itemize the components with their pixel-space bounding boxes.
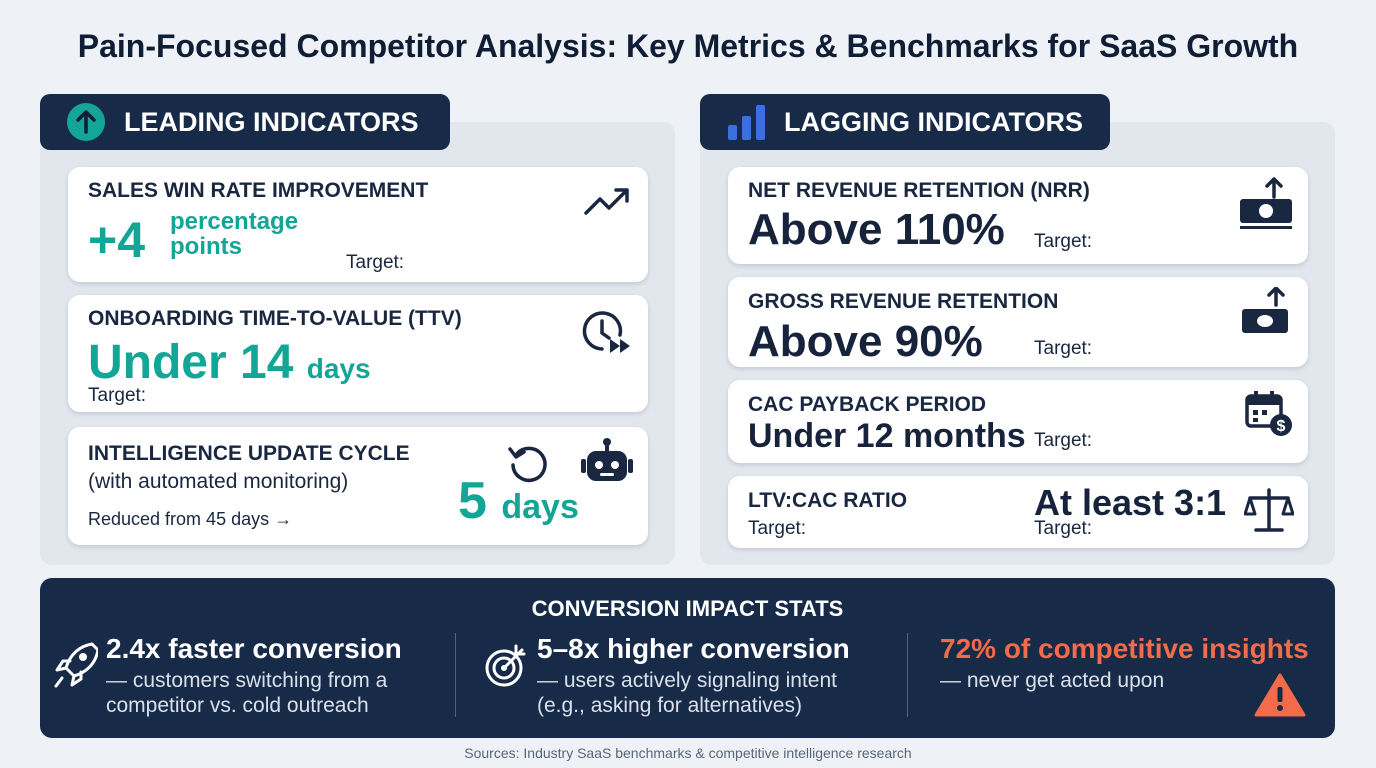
- rocket-icon: [54, 642, 98, 688]
- metric-value: Above 110%: [748, 205, 1005, 254]
- leading-header-text: LEADING INDICATORS: [124, 107, 419, 137]
- metric-card: NET REVENUE RETENTION (NRR) Above 110% T…: [728, 167, 1308, 264]
- metric-card: INTELLIGENCE UPDATE CYCLE (with automate…: [68, 427, 648, 545]
- refresh-icon: [508, 446, 547, 483]
- metric-label: CAC PAYBACK PERIOD: [748, 393, 987, 416]
- metric-unit: days: [501, 488, 579, 526]
- metric-label: NET REVENUE RETENTION (NRR): [748, 179, 1090, 202]
- cash-icon: [1242, 287, 1288, 333]
- svg-text:$: $: [1277, 418, 1286, 435]
- metric-value: Above 90%: [748, 317, 983, 366]
- sources: Sources: Industry SaaS benchmarks & comp…: [464, 745, 912, 761]
- calendar-icon: $: [1245, 391, 1292, 436]
- clock-icon: [582, 311, 630, 353]
- metric-card: ONBOARDING TIME-TO-VALUE (TTV) Under 14 …: [68, 295, 648, 412]
- target-label: Target:: [88, 385, 147, 406]
- metric-label: GROSS REVENUE RETENTION: [748, 290, 1059, 313]
- page-title: Pain-Focused Competitor Analysis: Key Me…: [77, 28, 1299, 64]
- money-up-icon: [1240, 177, 1292, 229]
- metric-label: ONBOARDING TIME-TO-VALUE (TTV): [88, 307, 462, 330]
- leading-header: LEADING INDICATORS: [40, 94, 450, 150]
- stat-detail: — customers switching from a competitor …: [106, 669, 388, 717]
- conversion-panel: CONVERSION IMPACT STATS 2.4x faster conv…: [40, 578, 1335, 738]
- target-icon: [485, 644, 526, 687]
- target-label: Target:: [1034, 231, 1093, 252]
- stat-headline: 2.4x faster conversion: [106, 633, 402, 664]
- metric-card: CAC PAYBACK PERIOD Under 12 months Targe…: [728, 380, 1308, 463]
- stat-detail: — users actively signaling intent (e.g.,…: [537, 669, 837, 717]
- target-label: Target:: [1034, 338, 1093, 359]
- robot-icon: [581, 438, 633, 481]
- warning-icon: [1254, 673, 1306, 717]
- target-label: Target:: [346, 252, 405, 273]
- metric-value: Under 12 months: [748, 417, 1026, 455]
- metric-unit: days: [306, 353, 371, 384]
- metric-sublabel: (with automated monitoring): [88, 470, 349, 493]
- metric-value: 5: [458, 472, 487, 530]
- metric-card: SALES WIN RATE IMPROVEMENT +4 percentage…: [68, 167, 648, 282]
- metric-label: LTV:CAC RATIO: [748, 489, 908, 512]
- stat-headline: 5–8x higher conversion: [537, 633, 850, 664]
- metric-value-group: Under 14 days: [88, 335, 371, 390]
- metric-value: At least 3:1: [1034, 482, 1227, 523]
- divider: [455, 633, 456, 717]
- metric-value: Under 14: [88, 336, 294, 389]
- bars-icon: [728, 105, 765, 140]
- stat-detail: — never get acted upon: [940, 669, 1165, 692]
- metric-unit: percentage points: [170, 208, 299, 260]
- metric-label: INTELLIGENCE UPDATE CYCLE: [88, 442, 410, 465]
- metric-value: +4: [88, 212, 146, 268]
- lagging-header: LAGGING INDICATORS: [700, 94, 1110, 150]
- lagging-header-text: LAGGING INDICATORS: [784, 107, 1084, 137]
- metric-value-group: 5 days: [458, 471, 579, 531]
- trend-icon: [584, 188, 629, 215]
- target-label: Target:: [1034, 518, 1093, 539]
- conversion-title: CONVERSION IMPACT STATS: [531, 596, 844, 621]
- scale-icon: [1244, 488, 1294, 532]
- up-arrow-icon: [67, 103, 105, 141]
- metric-label: SALES WIN RATE IMPROVEMENT: [88, 179, 429, 202]
- target-label: Target:: [1034, 430, 1093, 451]
- target-label: Target:: [748, 518, 807, 539]
- divider: [907, 633, 908, 717]
- metric-card: GROSS REVENUE RETENTION Above 90% Target…: [728, 277, 1308, 367]
- metric-card: LTV:CAC RATIO Target: At least 3:1 Targe…: [728, 476, 1308, 548]
- metric-note: Reduced from 45 days →: [88, 509, 293, 529]
- stat-headline: 72% of competitive insights: [940, 633, 1309, 664]
